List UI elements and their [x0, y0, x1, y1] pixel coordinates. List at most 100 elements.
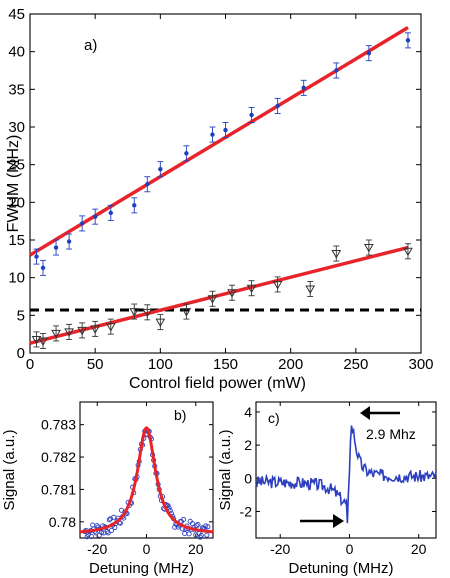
panel-a-point-series1: [158, 166, 163, 172]
panel-b-ytick-label: 0.78: [49, 514, 76, 530]
panel-a-point-series2: [90, 325, 101, 334]
panel-b-ytick-label: 0.782: [41, 449, 76, 465]
panel-a-point-series1: [66, 239, 72, 244]
panel-c-ytick-label: 0: [244, 470, 252, 486]
panel-a-point-series1: [366, 50, 372, 56]
panel-a-point-series1: [184, 151, 189, 156]
panel-b-point: [182, 530, 188, 537]
panel-c-ytick-label: -2: [240, 503, 253, 519]
panel-a-point-series1: [53, 245, 59, 250]
panel-a-point-series2: [77, 326, 87, 336]
panel-a-fit-line-1: [29, 26, 409, 257]
panel-b-point: [195, 521, 201, 527]
panel-a-xtick-label: 50: [87, 356, 104, 373]
panel-a-point-series2: [142, 308, 153, 318]
panel-a-point-series2: [227, 289, 237, 298]
panel-a-point-series2: [31, 335, 42, 345]
panel-a-point-series2: [272, 280, 283, 290]
panel-a-point-series1: [405, 38, 411, 43]
panel-b-point: [117, 520, 123, 526]
panel-a-point-series1: [79, 221, 85, 226]
panel-c-xtick-label: -20: [270, 541, 290, 557]
panel-a-ylabel: FWHM (MHz): [5, 135, 22, 233]
panel-a-point-series2: [129, 308, 140, 317]
panel-c-label: c): [268, 410, 280, 426]
panel-a-point-series2: [331, 250, 342, 259]
panel-a-point-series1: [108, 210, 114, 216]
panel-a-ytick-label: 20: [8, 194, 25, 211]
panel-c-arrowhead-bottom: [333, 514, 344, 528]
panel-a-xtick-label: 150: [213, 356, 238, 373]
panel-a-point-series1: [132, 203, 137, 208]
panel-b-point: [194, 523, 200, 529]
panel-a-ytick-label: 35: [8, 81, 25, 98]
panel-a-point-series1: [40, 265, 46, 271]
panel-c-frame: [255, 401, 437, 539]
panel-a-point-series1: [34, 254, 39, 259]
panel-b-point: [205, 524, 211, 530]
panel-a-frame: [29, 13, 422, 354]
panel-a-ytick-label: 5: [17, 307, 25, 324]
panel-a-ytick-label: 10: [8, 270, 25, 287]
panel-a-fit-line-2: [29, 245, 409, 345]
panel-c-xtick-label: 20: [411, 541, 427, 557]
panel-a-point-series1: [334, 68, 339, 73]
panel-a-point-series1: [223, 127, 228, 133]
panel-a-xtick-label: 100: [148, 356, 173, 373]
panel-b-xtick-label: 0: [143, 541, 151, 557]
panel-a-ytick-label: 0: [17, 345, 25, 362]
panel-b-point: [181, 516, 187, 523]
panel-b-ylabel: Signal (a.u.): [1, 430, 18, 511]
panel-b-xtick-label: -20: [87, 541, 107, 557]
panel-b-point: [96, 532, 102, 538]
panel-a-point-series2: [403, 247, 413, 257]
panel-b-point: [108, 527, 115, 533]
panel-c-arrowhead-top: [360, 406, 370, 420]
panel-a-point-series2: [51, 329, 61, 339]
panel-a-ytick-label: 25: [8, 157, 25, 174]
panel-a-point-series1: [145, 182, 150, 187]
panel-b-point: [99, 529, 105, 535]
panel-b-ytick-label: 0.783: [41, 417, 76, 433]
panel-c-xlabel: Detuning (MHz): [288, 560, 393, 577]
panel-a-point-series1: [92, 214, 98, 219]
panel-b-ytick-label: 0.781: [41, 481, 76, 497]
panel-a-xtick-label: 300: [408, 356, 433, 373]
panel-a-xtick-label: 0: [26, 356, 34, 373]
panel-c-trace: [255, 425, 437, 524]
panel-b-label: b): [174, 407, 186, 423]
panel-c-xtick-label: 0: [346, 541, 354, 557]
panel-a-point-series1: [210, 132, 215, 137]
panel-a-ytick-label: 45: [8, 6, 25, 23]
panel-a-point-series2: [364, 244, 374, 253]
panel-a-point-series2: [105, 323, 116, 332]
panel-a-ytick-label: 30: [8, 119, 25, 136]
panel-b-point: [89, 534, 95, 540]
panel-b-point: [204, 532, 210, 538]
panel-c-ytick-label: 4: [244, 404, 252, 420]
panel-a-point-series2: [246, 284, 257, 294]
panel-b-xlabel: Detuning (MHz): [89, 560, 194, 577]
panel-a-point-series2: [181, 308, 192, 317]
panel-a-point-series2: [64, 328, 74, 337]
panel-a-point-series2: [207, 295, 218, 304]
panel-b-point: [203, 523, 209, 529]
panel-b-frame: [79, 401, 214, 539]
panel-a-xtick-label: 250: [343, 356, 368, 373]
panel-a-point-series1: [275, 103, 280, 109]
panel-c-ytick-label: 2: [244, 437, 252, 453]
panel-b-xtick-label: 20: [188, 541, 204, 557]
panel-b-point: [186, 531, 192, 537]
panel-a-ytick-label: 40: [8, 44, 25, 61]
panel-a-ytick-label: 15: [8, 232, 25, 249]
panel-a-point-series2: [38, 337, 48, 346]
panel-a-point-series1: [301, 85, 306, 91]
panel-a-point-series1: [249, 112, 254, 118]
panel-a-label: a): [84, 37, 97, 54]
panel-b-fit-curve: [79, 426, 214, 534]
panel-b-point: [198, 532, 204, 539]
panel-a-point-series2: [305, 285, 316, 294]
panel-a-point-series2: [155, 318, 166, 328]
panel-a-xtick-label: 200: [278, 356, 303, 373]
